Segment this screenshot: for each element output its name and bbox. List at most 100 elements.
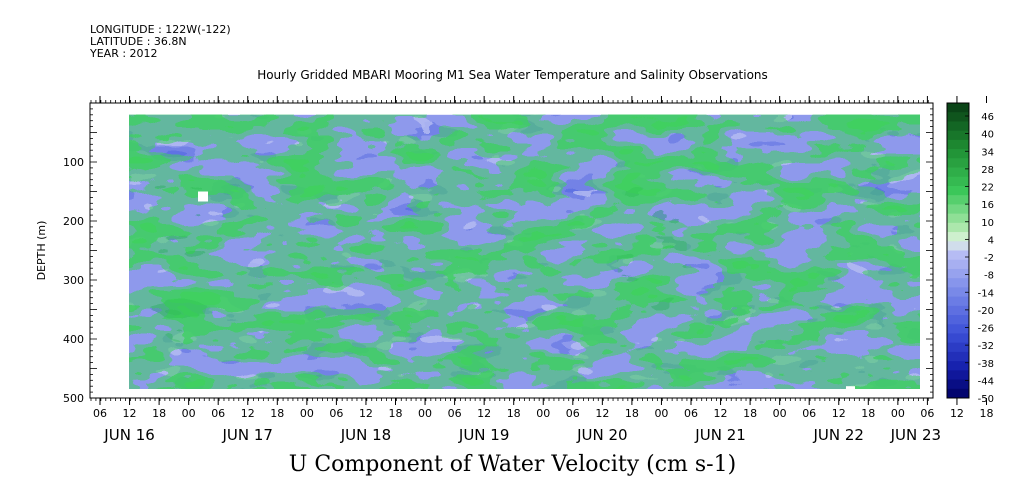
colorbar-label: 4 [988, 235, 994, 246]
x-hour-tick-label: 12 [359, 407, 373, 420]
x-hour-tick-label: 06 [566, 407, 580, 420]
colorbar-swatch [947, 315, 969, 325]
colorbar-swatch [947, 222, 969, 233]
colorbar-swatch [947, 296, 969, 307]
x-hour-tick-label: 06 [802, 407, 816, 420]
colorbar-swatch [947, 268, 969, 279]
colorbar-swatch [947, 195, 969, 205]
x-hour-tick-label: 12 [477, 407, 491, 420]
colorbar-frame [946, 102, 970, 399]
x-hour-tick-label: 06 [448, 407, 462, 420]
colorbar-swatch [947, 388, 969, 399]
colorbar-swatch [947, 213, 969, 224]
colorbar-label: -8 [984, 271, 994, 282]
colorbar-swatch [947, 176, 969, 187]
colorbar-swatch [947, 167, 969, 178]
colorbar-swatch [947, 130, 969, 141]
x-day-label: JUN 18 [340, 426, 391, 444]
longitude-label: LONGITUDE : 122W(-122) [90, 23, 231, 36]
missing-data-cell [198, 191, 208, 202]
y-tick-label: 300 [63, 274, 84, 287]
x-hour-tick-label: 00 [536, 407, 550, 420]
y-axis-title: DEPTH (m) [35, 221, 48, 281]
colorbar-swatch [947, 379, 969, 390]
x-hour-tick-label: 18 [743, 407, 757, 420]
x-hour-tick-label: 12 [123, 407, 137, 420]
year-label: YEAR : 2012 [90, 47, 158, 60]
colorbar-swatch [947, 250, 969, 261]
colorbar-label: -44 [978, 376, 994, 387]
colorbar-label: 46 [981, 112, 994, 123]
colorbar-swatch [947, 361, 969, 371]
colorbar-label: 10 [981, 218, 994, 229]
x-day-label: JUN 19 [458, 426, 509, 444]
colorbar-label: 40 [981, 130, 994, 141]
colorbar-swatch [947, 278, 969, 288]
colorbar-swatch [947, 204, 969, 215]
colorbar-swatch [947, 333, 969, 344]
colorbar-swatch [947, 232, 969, 242]
x-hour-tick-label: 12 [714, 407, 728, 420]
colorbar-label: 16 [981, 200, 994, 211]
colorbar-swatch [947, 342, 969, 353]
x-hour-tick-label: 06 [684, 407, 698, 420]
x-day-label: JUN 20 [576, 426, 627, 444]
x-hour-tick-label: 18 [270, 407, 284, 420]
x-hour-tick-label: 00 [300, 407, 314, 420]
x-hour-tick-label: 18 [861, 407, 875, 420]
latitude-label: LATITUDE : 36.8N [90, 35, 187, 48]
colorbar-label: -2 [984, 253, 994, 264]
x-day-label: JUN 22 [813, 426, 864, 444]
colorbar-swatch [947, 139, 969, 150]
x-hour-tick-label: 00 [891, 407, 905, 420]
colorbar-label: -20 [978, 306, 994, 317]
x-hour-tick-label: 00 [182, 407, 196, 420]
x-hour-tick-label: 00 [418, 407, 432, 420]
x-hour-tick-label: 12 [832, 407, 846, 420]
x-hour-tick-label: 00 [654, 407, 668, 420]
heatmap-positive-core [144, 161, 215, 342]
x-axis-title: U Component of Water Velocity (cm s-1) [288, 452, 737, 477]
y-tick-label: 100 [63, 156, 84, 169]
x-hour-tick-label: 18 [152, 407, 166, 420]
chart-title: Hourly Gridded MBARI Mooring M1 Sea Wate… [257, 68, 768, 82]
colorbar-swatch [947, 241, 969, 251]
colorbar-label: -38 [978, 359, 994, 370]
x-hour-tick-label: 00 [773, 407, 787, 420]
metadata-block: LONGITUDE : 122W(-122) LATITUDE : 36.8N … [90, 24, 231, 60]
x-hour-tick-label: 06 [920, 407, 934, 420]
colorbar-label: 28 [981, 165, 994, 176]
heatmap-positive-patches [129, 114, 920, 389]
x-hour-tick-label: 12 [950, 407, 964, 420]
colorbar-swatch [947, 121, 969, 132]
colorbar-swatch [947, 158, 969, 169]
x-hour-tick-label: 06 [211, 407, 225, 420]
colorbar-swatch [947, 103, 969, 113]
colorbar-label: -26 [978, 324, 994, 335]
y-tick-label: 400 [63, 333, 84, 346]
colorbar-swatch [947, 324, 969, 334]
y-tick-label: 200 [63, 215, 84, 228]
missing-data-cell [846, 386, 855, 389]
colorbar-swatch [947, 259, 969, 270]
colorbar-label: -14 [978, 288, 994, 299]
x-hour-tick-label: 18 [980, 407, 994, 420]
x-day-label: JUN 23 [890, 426, 941, 444]
x-hour-tick-label: 18 [507, 407, 521, 420]
colorbar-swatch [947, 370, 969, 381]
x-hour-tick-label: 06 [329, 407, 343, 420]
colorbar-label: 22 [981, 183, 994, 194]
colorbar-label: -50 [978, 394, 994, 405]
x-day-label: JUN 17 [222, 426, 273, 444]
colorbar-label: 34 [981, 147, 994, 158]
colorbar-swatch [947, 305, 969, 316]
colorbar-swatch [947, 185, 969, 196]
y-tick-label: 500 [63, 392, 84, 405]
colorbar-label: -32 [978, 341, 994, 352]
x-hour-tick-label: 18 [389, 407, 403, 420]
colorbar-swatch [947, 287, 969, 298]
x-day-label: JUN 21 [694, 426, 745, 444]
x-hour-tick-label: 12 [595, 407, 609, 420]
x-day-label: JUN 16 [103, 426, 154, 444]
